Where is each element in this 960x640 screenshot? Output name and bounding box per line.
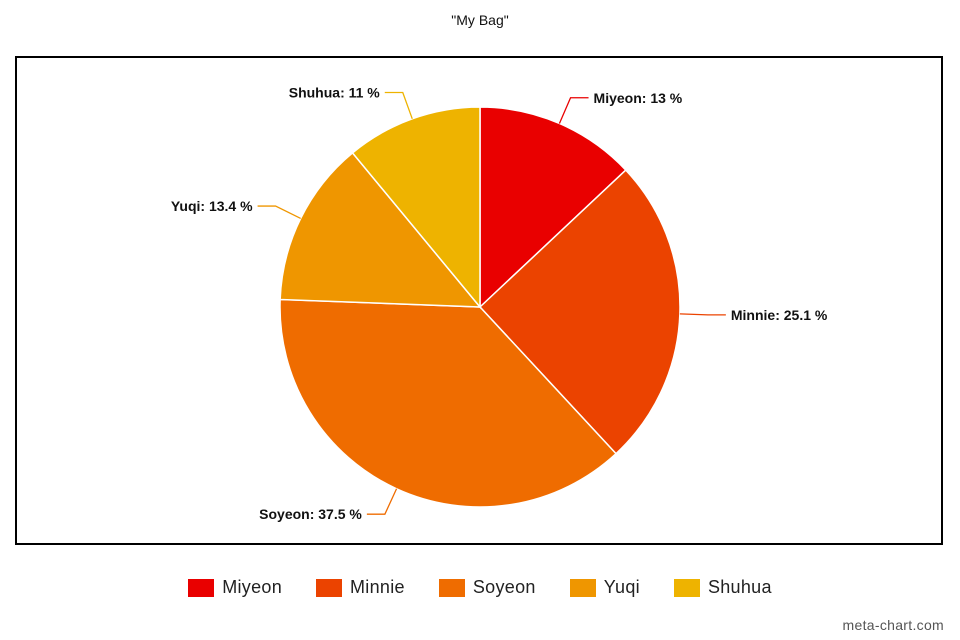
pie-chart: Miyeon: 13 % Minnie: 25.1 % Soyeon: 37.5 %… bbox=[171, 84, 828, 522]
slice-label-shuhua: Shuhua: 11 % bbox=[289, 84, 381, 100]
legend-label: Soyeon bbox=[472, 577, 536, 597]
legend-label: Yuqi bbox=[603, 577, 640, 597]
leader-line-yuqi bbox=[257, 205, 301, 220]
legend-item-miyeon[interactable]: Miyeon bbox=[188, 577, 282, 598]
legend-swatch bbox=[438, 578, 465, 597]
slice-label-miyeon: Miyeon: 13 % bbox=[594, 90, 683, 106]
legend-swatch bbox=[673, 578, 700, 597]
legend-label: Miyeon bbox=[222, 577, 283, 597]
legend-label: Minnie bbox=[350, 577, 405, 597]
legend-swatch bbox=[316, 578, 343, 597]
leader-line-minnie bbox=[679, 313, 726, 316]
pie-slice-minnie[interactable] bbox=[478, 169, 681, 455]
leader-line-soyeon bbox=[366, 488, 398, 515]
legend-swatch bbox=[188, 578, 215, 597]
slice-label-minnie: Minnie: 25.1 % bbox=[731, 307, 828, 323]
slice-label-soyeon: Soyeon: 37.5 % bbox=[259, 506, 362, 522]
legend-item-yuqi[interactable]: Yuqi bbox=[569, 577, 640, 598]
chart-title: "My Bag" bbox=[451, 12, 509, 28]
leader-line-shuhua bbox=[384, 91, 413, 120]
legend: Miyeon Minnie Soyeon Yuqi Shuhua bbox=[0, 577, 960, 598]
legend-item-shuhua[interactable]: Shuhua bbox=[673, 577, 772, 598]
watermark: meta-chart.com bbox=[842, 617, 944, 633]
legend-item-minnie[interactable]: Minnie bbox=[316, 577, 405, 598]
leader-line-miyeon bbox=[558, 97, 589, 124]
pie-slice-yuqi[interactable] bbox=[279, 151, 482, 308]
slice-label-yuqi: Yuqi: 13.4 % bbox=[171, 198, 253, 214]
plot-frame bbox=[15, 56, 943, 545]
legend-label: Shuhua bbox=[707, 577, 772, 597]
pie-slice-miyeon[interactable] bbox=[479, 106, 627, 309]
legend-item-soyeon[interactable]: Soyeon bbox=[438, 577, 536, 598]
legend-swatch bbox=[569, 578, 596, 597]
